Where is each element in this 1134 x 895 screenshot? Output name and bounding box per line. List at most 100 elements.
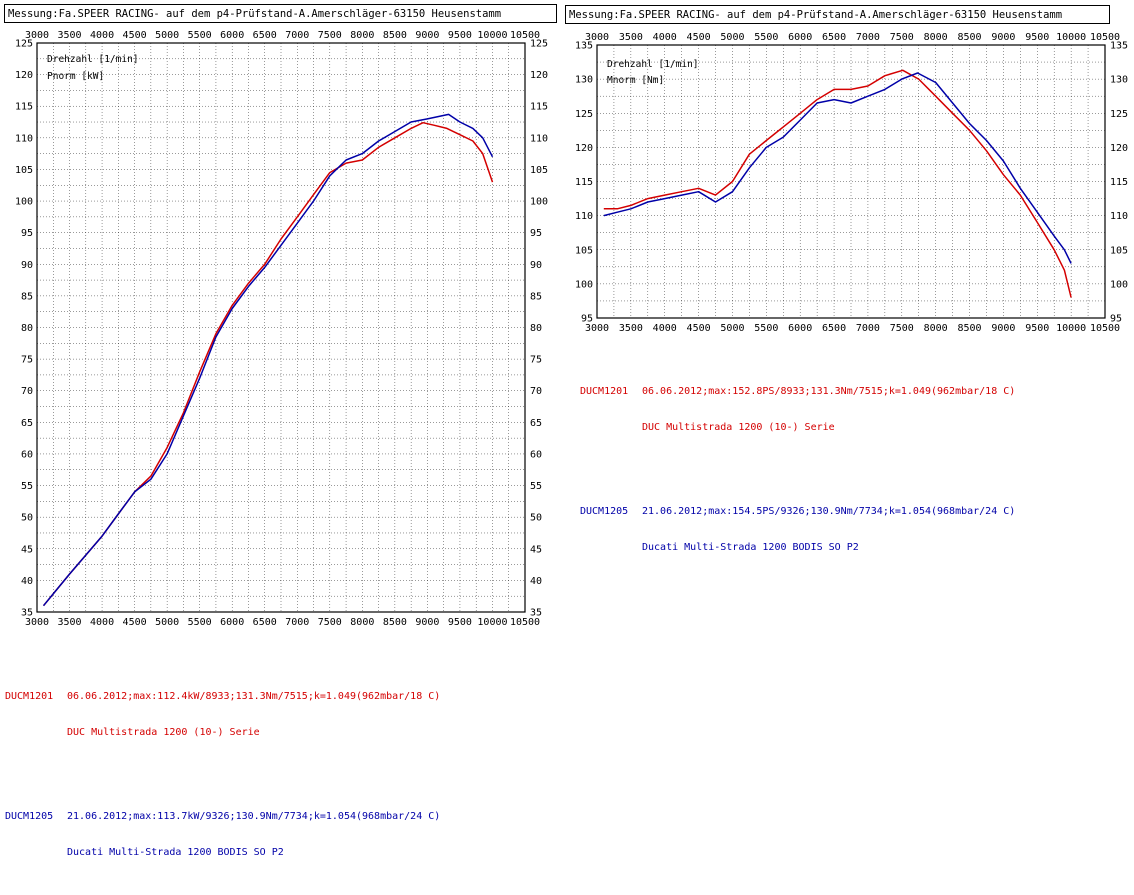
y-tick-label-right: 95	[1110, 314, 1122, 325]
x-tick-label-top: 7000	[856, 32, 880, 43]
y-tick-label-left: 105	[575, 245, 593, 256]
y-tick-label-right: 50	[530, 513, 542, 524]
x-tick-label-top: 9000	[991, 32, 1015, 43]
x-tick-label-top: 9000	[415, 30, 439, 41]
y-tick-label-left: 65	[21, 418, 33, 429]
x-tick-label-bottom: 3500	[57, 617, 81, 628]
x-tick-label-top: 5500	[754, 32, 778, 43]
y-tick-label-left: 110	[575, 211, 593, 222]
legend-entry-2: DUCM1205 21.06.2012;max:113.7kW/9326;130.…	[5, 787, 440, 883]
x-tick-label-top: 10500	[510, 30, 540, 41]
y-tick-label-right: 115	[530, 102, 548, 113]
x-tick-label-bottom: 9000	[991, 323, 1015, 334]
chart-header-right: Messung:Fa.SPEER RACING- auf dem p4-Prüf…	[565, 5, 1110, 24]
y-tick-label-right: 80	[530, 323, 542, 334]
legend-line: DUC Multistrada 1200 (10-) Serie	[642, 422, 835, 433]
x-tick-label-bottom: 10500	[1090, 323, 1120, 334]
legend-line: Ducati Multi-Strada 1200 BODIS SO P2	[67, 847, 284, 858]
x-tick-label-bottom: 7500	[890, 323, 914, 334]
y-tick-label-left: 125	[15, 39, 33, 50]
y-tick-label-right: 65	[530, 418, 542, 429]
x-tick-label-bottom: 9500	[1025, 323, 1049, 334]
x-tick-label-top: 7500	[890, 32, 914, 43]
legend-entry-2: DUCM1205 21.06.2012;max:154.5PS/9326;130.…	[580, 482, 1015, 578]
x-tick-label-bottom: 6500	[822, 323, 846, 334]
x-tick-label-top: 6000	[220, 30, 244, 41]
x-tick-label-top: 8500	[957, 32, 981, 43]
y-tick-label-right: 40	[530, 576, 542, 587]
legend-code: DUCM1205	[5, 811, 54, 822]
x-tick-label-top: 10000	[477, 30, 507, 41]
x-tick-label-top: 9500	[1025, 32, 1049, 43]
y-tick-label-left: 105	[15, 165, 33, 176]
y-tick-label-right: 75	[530, 355, 542, 366]
grid	[36, 42, 526, 613]
y-tick-label-left: 120	[15, 70, 33, 81]
y-tick-label-right: 90	[530, 260, 542, 271]
x-tick-label-top: 3000	[25, 30, 49, 41]
y-tick-label-left: 90	[21, 260, 33, 271]
legend-entry-1: DUCM1201 06.06.2012;max:152.8PS/8933;131.…	[580, 362, 1015, 458]
y-tick-label-left: 100	[575, 279, 593, 290]
y-tick-label-left: 55	[21, 481, 33, 492]
x-tick-label-bottom: 6000	[220, 617, 244, 628]
y-tick-label-left: 130	[575, 75, 593, 86]
y-tick-label-left: 120	[575, 143, 593, 154]
x-tick-label-top: 4000	[90, 30, 114, 41]
x-tick-label-bottom: 4500	[123, 617, 147, 628]
y-tick-label-left: 40	[21, 576, 33, 587]
x-tick-label-top: 6000	[788, 32, 812, 43]
y-tick-label-left: 100	[15, 197, 33, 208]
x-tick-label-top: 8000	[924, 32, 948, 43]
x-tick-label-top: 6500	[822, 32, 846, 43]
legend-code: DUCM1201	[5, 691, 54, 702]
y-tick-label-right: 135	[1110, 41, 1128, 52]
y-tick-label-right: 115	[1110, 177, 1128, 188]
x-tick-label-bottom: 4000	[653, 323, 677, 334]
x-tick-label-top: 8000	[350, 30, 374, 41]
y-tick-label-right: 85	[530, 291, 542, 302]
y-tick-label-right: 110	[1110, 211, 1128, 222]
x-tick-label-top: 6500	[253, 30, 277, 41]
x-tick-label-top: 7000	[285, 30, 309, 41]
y-tick-label-left: 95	[581, 314, 593, 325]
x-tick-label-bottom: 4000	[90, 617, 114, 628]
x-tick-label-bottom: 5500	[188, 617, 212, 628]
y-tick-label-right: 105	[530, 165, 548, 176]
y-tick-label-right: 100	[1110, 279, 1128, 290]
grid	[596, 44, 1106, 319]
x-tick-label-bottom: 10500	[510, 617, 540, 628]
x-tick-label-top: 8500	[383, 30, 407, 41]
y-tick-label-right: 120	[530, 70, 548, 81]
plot-frame	[36, 42, 526, 613]
legend-left: DUCM1201 06.06.2012;max:112.4kW/8933;131.…	[5, 643, 440, 895]
legend-line: Ducati Multi-Strada 1200 BODIS SO P2	[642, 542, 859, 553]
y-tick-label-right: 100	[530, 197, 548, 208]
y-tick-label-right: 55	[530, 481, 542, 492]
legend-line: 21.06.2012;max:113.7kW/9326;130.9Nm/7734…	[67, 811, 441, 822]
axis-label-quantity: Pnorm [kW]	[47, 71, 104, 82]
x-tick-label-bottom: 9500	[448, 617, 472, 628]
y-tick-label-left: 125	[575, 109, 593, 120]
x-tick-label-top: 4000	[653, 32, 677, 43]
series-line-1	[603, 69, 1072, 298]
y-tick-label-left: 35	[21, 608, 33, 619]
series-line-2	[603, 72, 1072, 264]
y-tick-label-left: 135	[575, 41, 593, 52]
y-tick-label-left: 45	[21, 544, 33, 555]
legend-line: DUC Multistrada 1200 (10-) Serie	[67, 727, 260, 738]
x-tick-label-top: 10500	[1090, 32, 1120, 43]
x-tick-label-bottom: 8500	[957, 323, 981, 334]
y-tick-label-left: 85	[21, 291, 33, 302]
y-tick-label-right: 60	[530, 449, 542, 460]
x-tick-label-bottom: 8000	[350, 617, 374, 628]
x-tick-label-bottom: 8000	[924, 323, 948, 334]
y-tick-label-right: 110	[530, 133, 548, 144]
x-tick-label-top: 3000	[585, 32, 609, 43]
legend-code: DUCM1205	[580, 506, 629, 517]
y-tick-label-right: 70	[530, 386, 542, 397]
x-tick-label-top: 5500	[188, 30, 212, 41]
torque-chart: 3000 3000 3500 3500 4000 4000 4500 4500 5000 5000…	[575, 32, 1128, 334]
x-tick-label-top: 9500	[448, 30, 472, 41]
axis-label-quantity: Mnorm [Nm]	[607, 75, 664, 86]
